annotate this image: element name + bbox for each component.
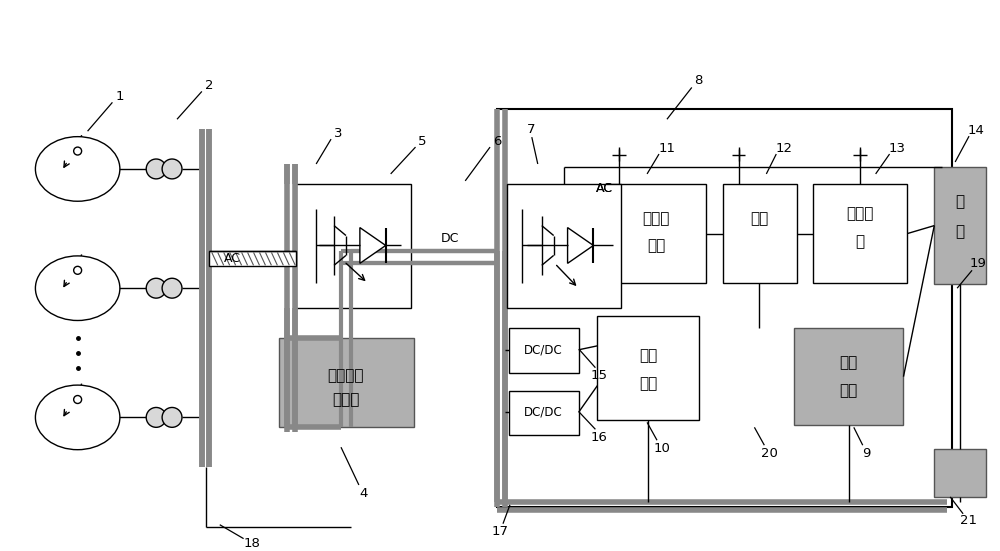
Bar — [606, 184, 706, 283]
Bar — [279, 338, 414, 428]
Bar — [507, 184, 621, 308]
Bar — [794, 328, 903, 425]
Text: 21: 21 — [960, 514, 977, 527]
Circle shape — [146, 159, 166, 179]
Polygon shape — [568, 228, 593, 263]
Circle shape — [146, 278, 166, 298]
Text: 液氢中继: 液氢中继 — [328, 368, 364, 383]
Text: 4: 4 — [360, 488, 368, 500]
Text: 液: 液 — [956, 195, 965, 209]
Text: 15: 15 — [591, 369, 608, 382]
Text: 9: 9 — [863, 447, 871, 460]
Circle shape — [146, 407, 166, 428]
Text: 14: 14 — [968, 123, 984, 137]
Text: DC/DC: DC/DC — [524, 343, 563, 356]
Text: AC: AC — [596, 182, 613, 195]
Text: 储能: 储能 — [840, 383, 858, 398]
Text: 3: 3 — [334, 127, 342, 139]
Text: AC: AC — [596, 182, 613, 195]
Text: 16: 16 — [591, 431, 608, 444]
Bar — [723, 184, 797, 283]
Text: 6: 6 — [493, 134, 501, 148]
Bar — [509, 328, 579, 372]
Ellipse shape — [35, 256, 120, 321]
Circle shape — [162, 407, 182, 428]
Bar — [934, 449, 986, 497]
Bar — [934, 167, 986, 284]
Text: 2: 2 — [205, 79, 213, 92]
Text: 液化氢: 液化氢 — [846, 206, 873, 221]
Bar — [597, 316, 699, 420]
Circle shape — [162, 159, 182, 179]
Text: 氢气: 氢气 — [750, 211, 769, 226]
Text: 17: 17 — [492, 525, 509, 538]
Circle shape — [74, 396, 82, 403]
Bar — [509, 391, 579, 435]
Text: DC/DC: DC/DC — [524, 406, 563, 419]
Polygon shape — [360, 228, 386, 263]
Text: 电池: 电池 — [639, 376, 657, 391]
Bar — [209, 251, 296, 266]
Text: 20: 20 — [761, 447, 778, 460]
Text: 电解水: 电解水 — [642, 211, 670, 226]
Circle shape — [162, 278, 182, 298]
Text: 11: 11 — [658, 142, 675, 155]
Circle shape — [74, 266, 82, 274]
Ellipse shape — [35, 385, 120, 450]
Bar — [296, 184, 411, 308]
Text: 5: 5 — [418, 134, 427, 148]
Bar — [497, 109, 952, 507]
Text: 10: 10 — [654, 442, 670, 455]
Text: 氢: 氢 — [956, 224, 965, 239]
Text: 制氢: 制氢 — [647, 238, 665, 253]
Text: DC: DC — [440, 232, 459, 245]
Text: 增压站: 增压站 — [332, 392, 360, 407]
Text: 7: 7 — [527, 123, 535, 136]
Text: 18: 18 — [243, 537, 260, 550]
Bar — [813, 184, 907, 283]
Ellipse shape — [35, 137, 120, 201]
Text: AC: AC — [224, 252, 241, 265]
Text: 气: 气 — [855, 234, 864, 249]
Text: 1: 1 — [115, 90, 124, 103]
Text: 燃料: 燃料 — [639, 348, 657, 363]
Text: 8: 8 — [695, 74, 703, 87]
Text: 超导: 超导 — [840, 355, 858, 370]
Text: 19: 19 — [970, 257, 986, 270]
Circle shape — [74, 147, 82, 155]
Text: 13: 13 — [889, 142, 906, 155]
Text: 12: 12 — [776, 142, 793, 155]
